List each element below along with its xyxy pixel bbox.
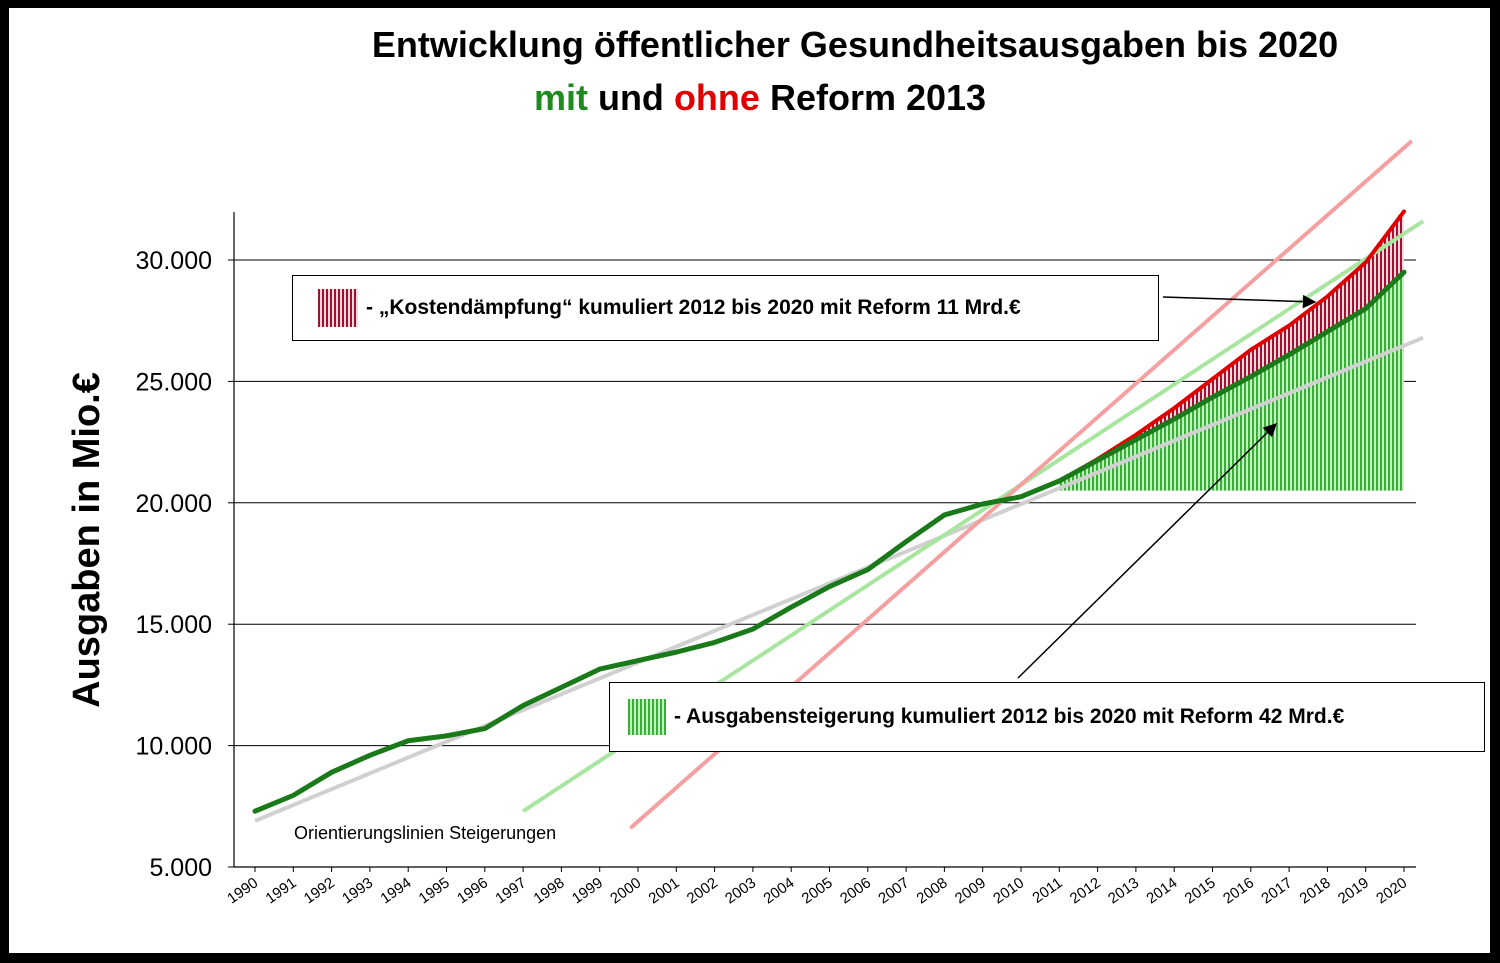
x-tick-label: 1996: [454, 874, 491, 907]
legend-cost-damping: - „Kostendämpfung“ kumuliert 2012 bis 20…: [292, 275, 1159, 341]
x-tick-label: 1993: [339, 874, 376, 907]
x-tick-label: 2009: [952, 874, 989, 907]
x-tick-label: 1995: [416, 874, 453, 907]
x-tick-label: 2003: [722, 874, 759, 907]
title-word-mit: mit: [533, 77, 588, 118]
x-tick-label: 2004: [760, 874, 797, 907]
x-tick-label: 1992: [301, 874, 338, 907]
arrow-increase: [1017, 423, 1277, 679]
legend-label-increase: - Ausgabensteigerung kumuliert 2012 bis …: [674, 705, 1345, 728]
x-tick-label: 2002: [684, 874, 721, 907]
x-tick-label: 2011: [1029, 874, 1065, 906]
orientation-line-gray: [254, 335, 1424, 823]
y-tick-label: 5.000: [149, 854, 212, 882]
y-axis-label: Ausgaben in Mio.€: [66, 372, 108, 708]
chart-title-line2: mit und ohne Reform 2013: [0, 77, 1500, 119]
title-word-reform: Reform 2013: [759, 77, 987, 118]
title-word-und: und: [587, 77, 674, 118]
chart-title-line1: Entwicklung öffentlicher Gesundheitsausg…: [371, 24, 1339, 65]
x-tick-label: 2015: [1182, 874, 1219, 907]
series-line-with-reform: [252, 269, 1407, 814]
x-tick-label: 2008: [914, 874, 951, 907]
x-tick-label: 2017: [1258, 874, 1295, 907]
x-tick-label: 2000: [607, 874, 644, 907]
y-tick-label: 15.000: [136, 611, 212, 639]
x-tick-label: 2019: [1335, 874, 1372, 907]
y-tick-label: 25.000: [136, 368, 212, 396]
x-tick-label: 2018: [1297, 874, 1334, 907]
x-tick-label: 2020: [1373, 874, 1410, 907]
x-tick-label: 1999: [569, 874, 606, 907]
legend-swatch-increase: [628, 699, 666, 735]
x-tick-label: 2016: [1220, 874, 1257, 907]
x-tick-label: 1994: [377, 874, 414, 907]
x-tick-label: 2014: [1143, 874, 1180, 907]
arrow-cost-damping: [1162, 294, 1317, 309]
x-tick-label: 1997: [492, 874, 529, 907]
x-tick-label: 2010: [990, 874, 1027, 907]
x-tick-label: 2006: [837, 874, 874, 907]
series-line-without-reform: [1057, 209, 1406, 483]
x-tick-label: 2013: [1105, 874, 1142, 907]
x-tick-label: 2007: [875, 874, 912, 907]
orientation-lines-annotation: Orientierungslinien Steigerungen: [294, 823, 556, 843]
x-tick-label: 1998: [531, 874, 568, 907]
x-tick-label: 2012: [1067, 874, 1104, 907]
legend-increase: - Ausgabensteigerung kumuliert 2012 bis …: [609, 682, 1485, 752]
x-tick-label: 2001: [646, 874, 683, 907]
legend-swatch-cost-damping: [318, 289, 358, 327]
x-tick-label: 1991: [263, 874, 300, 907]
y-tick-label: 20.000: [136, 490, 212, 518]
x-tick-label: 2005: [799, 874, 836, 907]
y-tick-label: 10.000: [136, 733, 212, 761]
y-tick-label: 30.000: [136, 247, 212, 275]
title-word-ohne: ohne: [673, 77, 760, 118]
legend-label-cost-damping: - „Kostendämpfung“ kumuliert 2012 bis 20…: [366, 296, 1021, 319]
x-tick-label: 1990: [224, 874, 261, 907]
